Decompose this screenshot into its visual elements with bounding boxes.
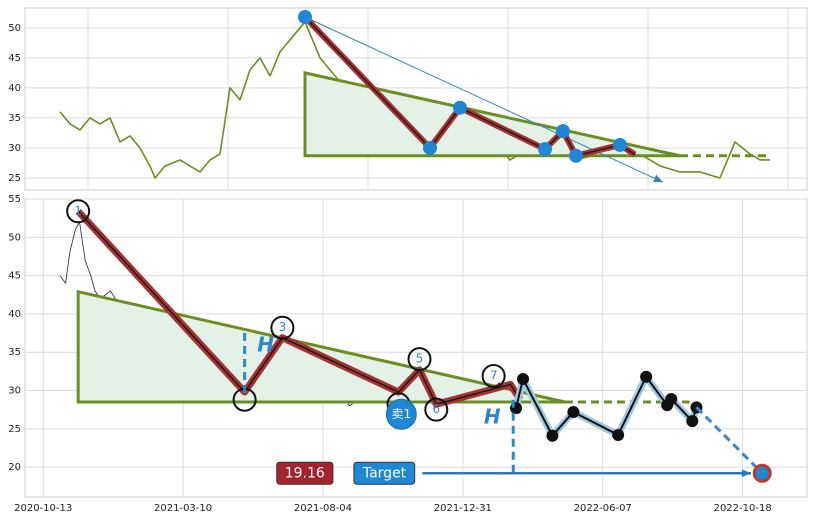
pattern-area [76, 289, 566, 404]
marker [66, 199, 91, 224]
y-tick-label: 25 [8, 424, 21, 435]
y-tick-label: 45 [8, 53, 21, 64]
marker [517, 373, 530, 386]
marker [270, 315, 295, 340]
marker [556, 124, 570, 139]
y-tick-label: 50 [8, 23, 21, 34]
label-box [353, 461, 416, 485]
line [515, 375, 698, 437]
marker [423, 140, 437, 155]
arrow-head [741, 469, 752, 478]
marker [538, 142, 552, 157]
marker [640, 370, 653, 383]
pattern-area [303, 71, 681, 158]
marker [407, 347, 432, 372]
annotation: H [484, 405, 501, 429]
marker [546, 429, 559, 442]
y-tick-label: 40 [8, 83, 21, 94]
x-tick-label: 2021-03-10 [154, 503, 212, 514]
marker [686, 415, 699, 428]
marker [481, 363, 506, 388]
line-core [304, 16, 636, 157]
line-core [77, 210, 521, 406]
line [304, 16, 664, 183]
marker [567, 405, 580, 418]
y-tick-label: 25 [8, 173, 21, 184]
annotation: 卖1 [391, 407, 411, 421]
x-tick-label: 2022-10-18 [714, 503, 772, 514]
annotation: H [257, 333, 274, 357]
pivot-label: 7 [490, 368, 498, 382]
pivot-label: 3 [279, 320, 287, 334]
line [695, 406, 764, 475]
y-tick-label: 50 [8, 232, 21, 243]
marker [613, 137, 627, 152]
annotation: 19.16 [285, 465, 325, 481]
y-tick-label: 20 [8, 462, 21, 473]
y-tick-label: 30 [8, 386, 21, 397]
y-tick-label: 35 [8, 113, 21, 124]
pivot-label: 6 [432, 402, 440, 416]
marker [612, 428, 625, 441]
y-tick-label: 55 [8, 194, 21, 205]
x-tick-label: 2021-12-31 [434, 503, 492, 514]
marker [569, 148, 583, 163]
marker [424, 397, 449, 422]
label-box [276, 461, 334, 485]
arrow-head [653, 174, 663, 183]
marker [453, 100, 467, 115]
x-tick-label: 2022-06-07 [574, 503, 632, 514]
y-tick-label: 40 [8, 309, 21, 320]
badge [385, 398, 417, 430]
marker [665, 392, 678, 405]
pivot-label: 1 [74, 204, 82, 218]
x-tick-label: 2020-10-13 [14, 503, 72, 514]
y-tick-label: 30 [8, 143, 21, 154]
y-tick-label: 45 [8, 271, 21, 282]
annotation: Target [362, 465, 407, 481]
y-tick-label: 35 [8, 347, 21, 358]
x-tick-label: 2021-08-04 [294, 503, 352, 514]
marker [298, 10, 312, 25]
pivot-label: 5 [416, 352, 424, 366]
marker [752, 463, 772, 483]
